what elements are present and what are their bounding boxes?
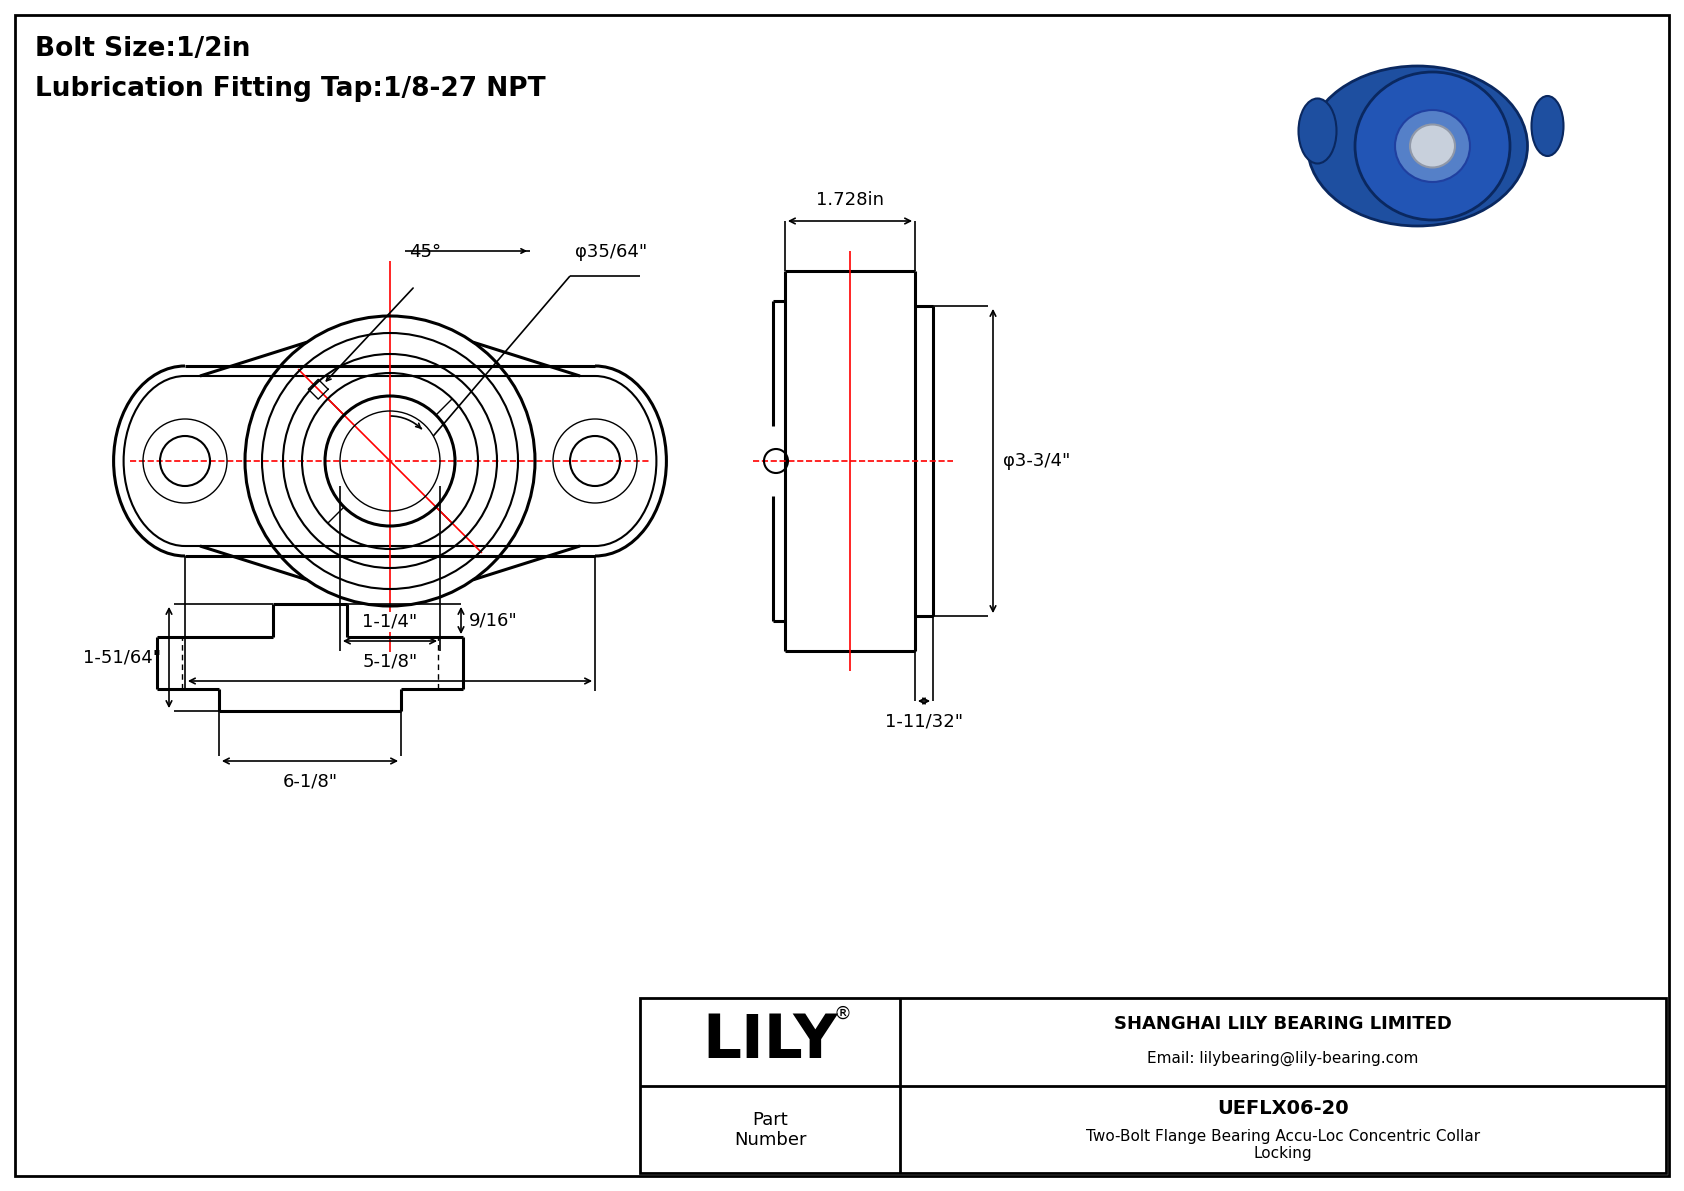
Ellipse shape [1307,66,1527,226]
Text: φ35/64": φ35/64" [574,243,647,261]
Text: SHANGHAI LILY BEARING LIMITED: SHANGHAI LILY BEARING LIMITED [1115,1015,1452,1033]
Text: Lubrication Fitting Tap:1/8-27 NPT: Lubrication Fitting Tap:1/8-27 NPT [35,76,546,102]
Text: 1-1/4": 1-1/4" [362,613,418,631]
Text: 6-1/8": 6-1/8" [283,773,337,791]
Text: 9/16": 9/16" [470,611,517,630]
Text: 1-11/32": 1-11/32" [884,713,963,731]
Text: 45°: 45° [409,243,441,261]
Ellipse shape [1531,96,1563,156]
Text: 5-1/8": 5-1/8" [362,653,418,671]
Text: Email: lilybearing@lily-bearing.com: Email: lilybearing@lily-bearing.com [1147,1050,1418,1066]
Bar [640,998,1665,1173]
Ellipse shape [1356,71,1511,220]
Text: 1-51/64": 1-51/64" [83,649,162,667]
Text: ®: ® [834,1005,850,1023]
Text: Part
Number: Part Number [734,1110,807,1149]
Text: UEFLX06-20: UEFLX06-20 [1218,1098,1349,1117]
Text: 1.728in: 1.728in [817,191,884,208]
Ellipse shape [1394,110,1470,182]
Text: φ3-3/4": φ3-3/4" [1004,453,1071,470]
Ellipse shape [1410,125,1455,168]
Text: Bolt Size:1/2in: Bolt Size:1/2in [35,36,251,62]
Ellipse shape [1298,99,1337,163]
Text: LILY: LILY [702,1012,837,1072]
Text: Two-Bolt Flange Bearing Accu-Loc Concentric Collar
Locking: Two-Bolt Flange Bearing Accu-Loc Concent… [1086,1129,1480,1161]
